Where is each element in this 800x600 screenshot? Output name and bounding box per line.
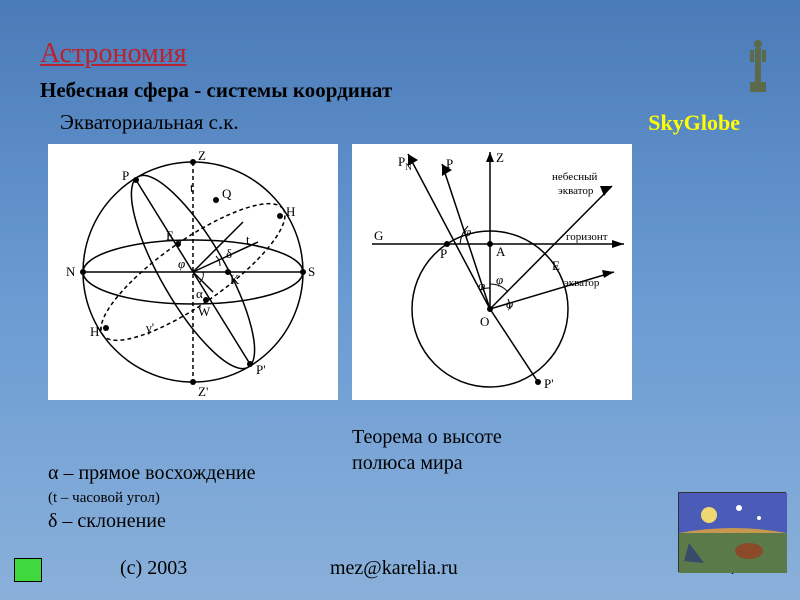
svg-text:E: E — [166, 228, 174, 243]
svg-text:P': P' — [256, 362, 266, 377]
statue-icon — [744, 36, 772, 94]
page-title: Астрономия — [40, 38, 187, 70]
alpha-definition: α – прямое восхождение — [48, 462, 255, 485]
svg-text:Q: Q — [222, 186, 232, 201]
svg-text:φ: φ — [178, 256, 185, 271]
skyglobe-link[interactable]: SkyGlobe — [648, 110, 740, 136]
hour-angle-note: (t – часовой угол) — [48, 490, 160, 507]
svg-text:Z': Z' — [198, 384, 208, 399]
svg-text:E: E — [552, 258, 560, 273]
theorem-line-1: Теорема о высоте — [352, 426, 502, 448]
svg-text:γ': γ' — [145, 320, 154, 335]
svg-text:t: t — [246, 232, 250, 247]
svg-text:H: H — [286, 204, 295, 219]
svg-text:φ: φ — [478, 278, 485, 293]
svg-text:t: t — [190, 180, 194, 195]
svg-text:экватор: экватор — [558, 185, 594, 197]
copyright-text: (с) 2003 — [120, 557, 187, 580]
section-label: Экваториальная с.к. — [60, 110, 239, 135]
svg-text:P: P — [122, 168, 129, 183]
svg-text:O: O — [480, 314, 489, 329]
svg-text:S: S — [308, 264, 315, 279]
svg-text:G: G — [374, 228, 383, 243]
svg-text:φ: φ — [496, 272, 503, 287]
svg-text:P: P — [440, 246, 447, 261]
svg-text:φ: φ — [464, 224, 471, 239]
svg-text:W: W — [198, 304, 211, 319]
svg-text:K: K — [230, 272, 240, 287]
svg-text:Z: Z — [198, 148, 206, 163]
theorem-text: Теорема о высоте полюса мира — [352, 424, 502, 476]
page-subtitle: Небесная сфера - системы координат — [40, 78, 392, 103]
svg-text:горизонт: горизонт — [566, 231, 608, 243]
svg-text:P': P' — [544, 376, 554, 391]
svg-text:H': H' — [90, 324, 102, 339]
svg-text:A: A — [496, 244, 506, 259]
pole-altitude-diagram: PN P Z G A P E O P' небесный экватор гор… — [352, 144, 632, 400]
svg-text:φ: φ — [506, 296, 513, 311]
svg-text:δ: δ — [226, 246, 232, 261]
delta-definition: δ – склонение — [48, 510, 166, 533]
flammarion-image — [678, 492, 786, 572]
svg-text:Z: Z — [496, 150, 504, 165]
email-text: mez@karelia.ru — [330, 557, 458, 580]
celestial-sphere-diagram: Z Z' P P' N S E W H H' Q K γ' α δ φ t t — [48, 144, 338, 400]
svg-text:небесный: небесный — [552, 171, 598, 183]
svg-text:P: P — [446, 156, 453, 171]
svg-text:N: N — [66, 264, 76, 279]
nav-button[interactable] — [14, 558, 42, 582]
theorem-line-2: полюса мира — [352, 452, 463, 474]
svg-text:экватор: экватор — [564, 277, 600, 289]
svg-text:α: α — [196, 286, 203, 301]
